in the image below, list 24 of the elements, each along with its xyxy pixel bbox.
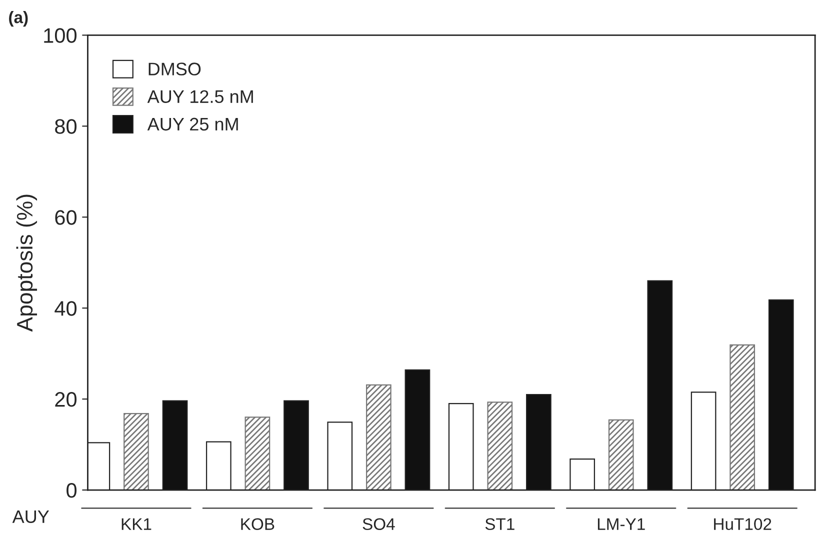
x-tick-label: SO4 <box>362 518 395 530</box>
x-tick-label: LM-Y1 <box>598 518 645 530</box>
y-tick-label: 40 <box>54 301 77 316</box>
y-tick-label: 100 <box>44 28 77 43</box>
text: AUY <box>12 510 50 524</box>
x-tick-label: KOB <box>241 518 274 530</box>
y-tick-label: 20 <box>55 392 77 407</box>
bar <box>124 413 149 490</box>
legend-label: DMSO <box>148 62 201 76</box>
bar <box>487 402 513 490</box>
text: (a) <box>9 11 28 27</box>
y-tick-label: 0 <box>66 483 77 498</box>
bar <box>608 419 634 490</box>
y-tick-label: 60 <box>55 210 77 225</box>
y-axis-title: Apoptosis (%) <box>16 194 38 332</box>
x-tick-label: KK1 <box>122 518 152 530</box>
y-tick-label: 80 <box>55 119 77 134</box>
legend-label: AUY 12.5 nM <box>147 90 253 104</box>
bar <box>366 384 392 490</box>
bar <box>730 344 756 490</box>
bar <box>244 416 270 490</box>
legend-label: AUY 25 nM <box>147 118 238 131</box>
x-tick-label: ST1 <box>485 518 514 530</box>
x-tick-label: HuT102 <box>714 518 772 530</box>
